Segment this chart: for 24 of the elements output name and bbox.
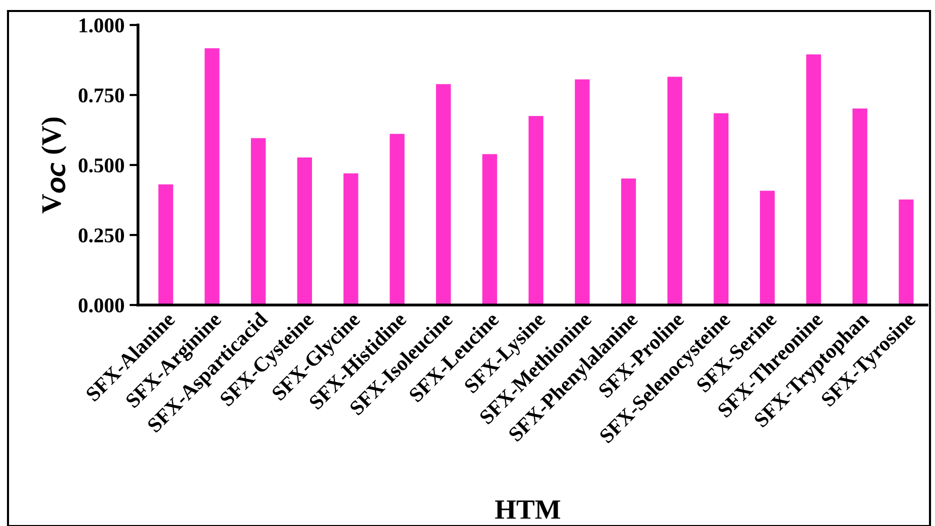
x-axis-title: HTM <box>495 500 560 519</box>
y-tick-label: 0.500 <box>78 158 124 173</box>
bar <box>760 190 775 305</box>
bar <box>482 154 498 305</box>
y-tick-label: 1.000 <box>80 18 124 33</box>
bar <box>852 108 868 305</box>
y-tick-label: 0.250 <box>78 228 124 243</box>
bar <box>898 199 914 305</box>
y-tick-label: 0.000 <box>78 298 124 313</box>
bar <box>297 157 312 305</box>
bar <box>528 116 544 305</box>
bar <box>574 79 590 305</box>
y-tick-label: 0.750 <box>78 88 124 103</box>
bar <box>667 76 682 305</box>
y-axis-title: V$_{OC}$ (V) <box>41 118 66 214</box>
bar <box>714 113 728 305</box>
bar <box>390 134 405 305</box>
bar <box>806 54 822 305</box>
bar <box>343 173 358 305</box>
bar <box>621 178 636 305</box>
bar <box>436 84 451 305</box>
bar <box>250 138 266 305</box>
bar <box>204 48 220 305</box>
bar <box>158 184 174 305</box>
